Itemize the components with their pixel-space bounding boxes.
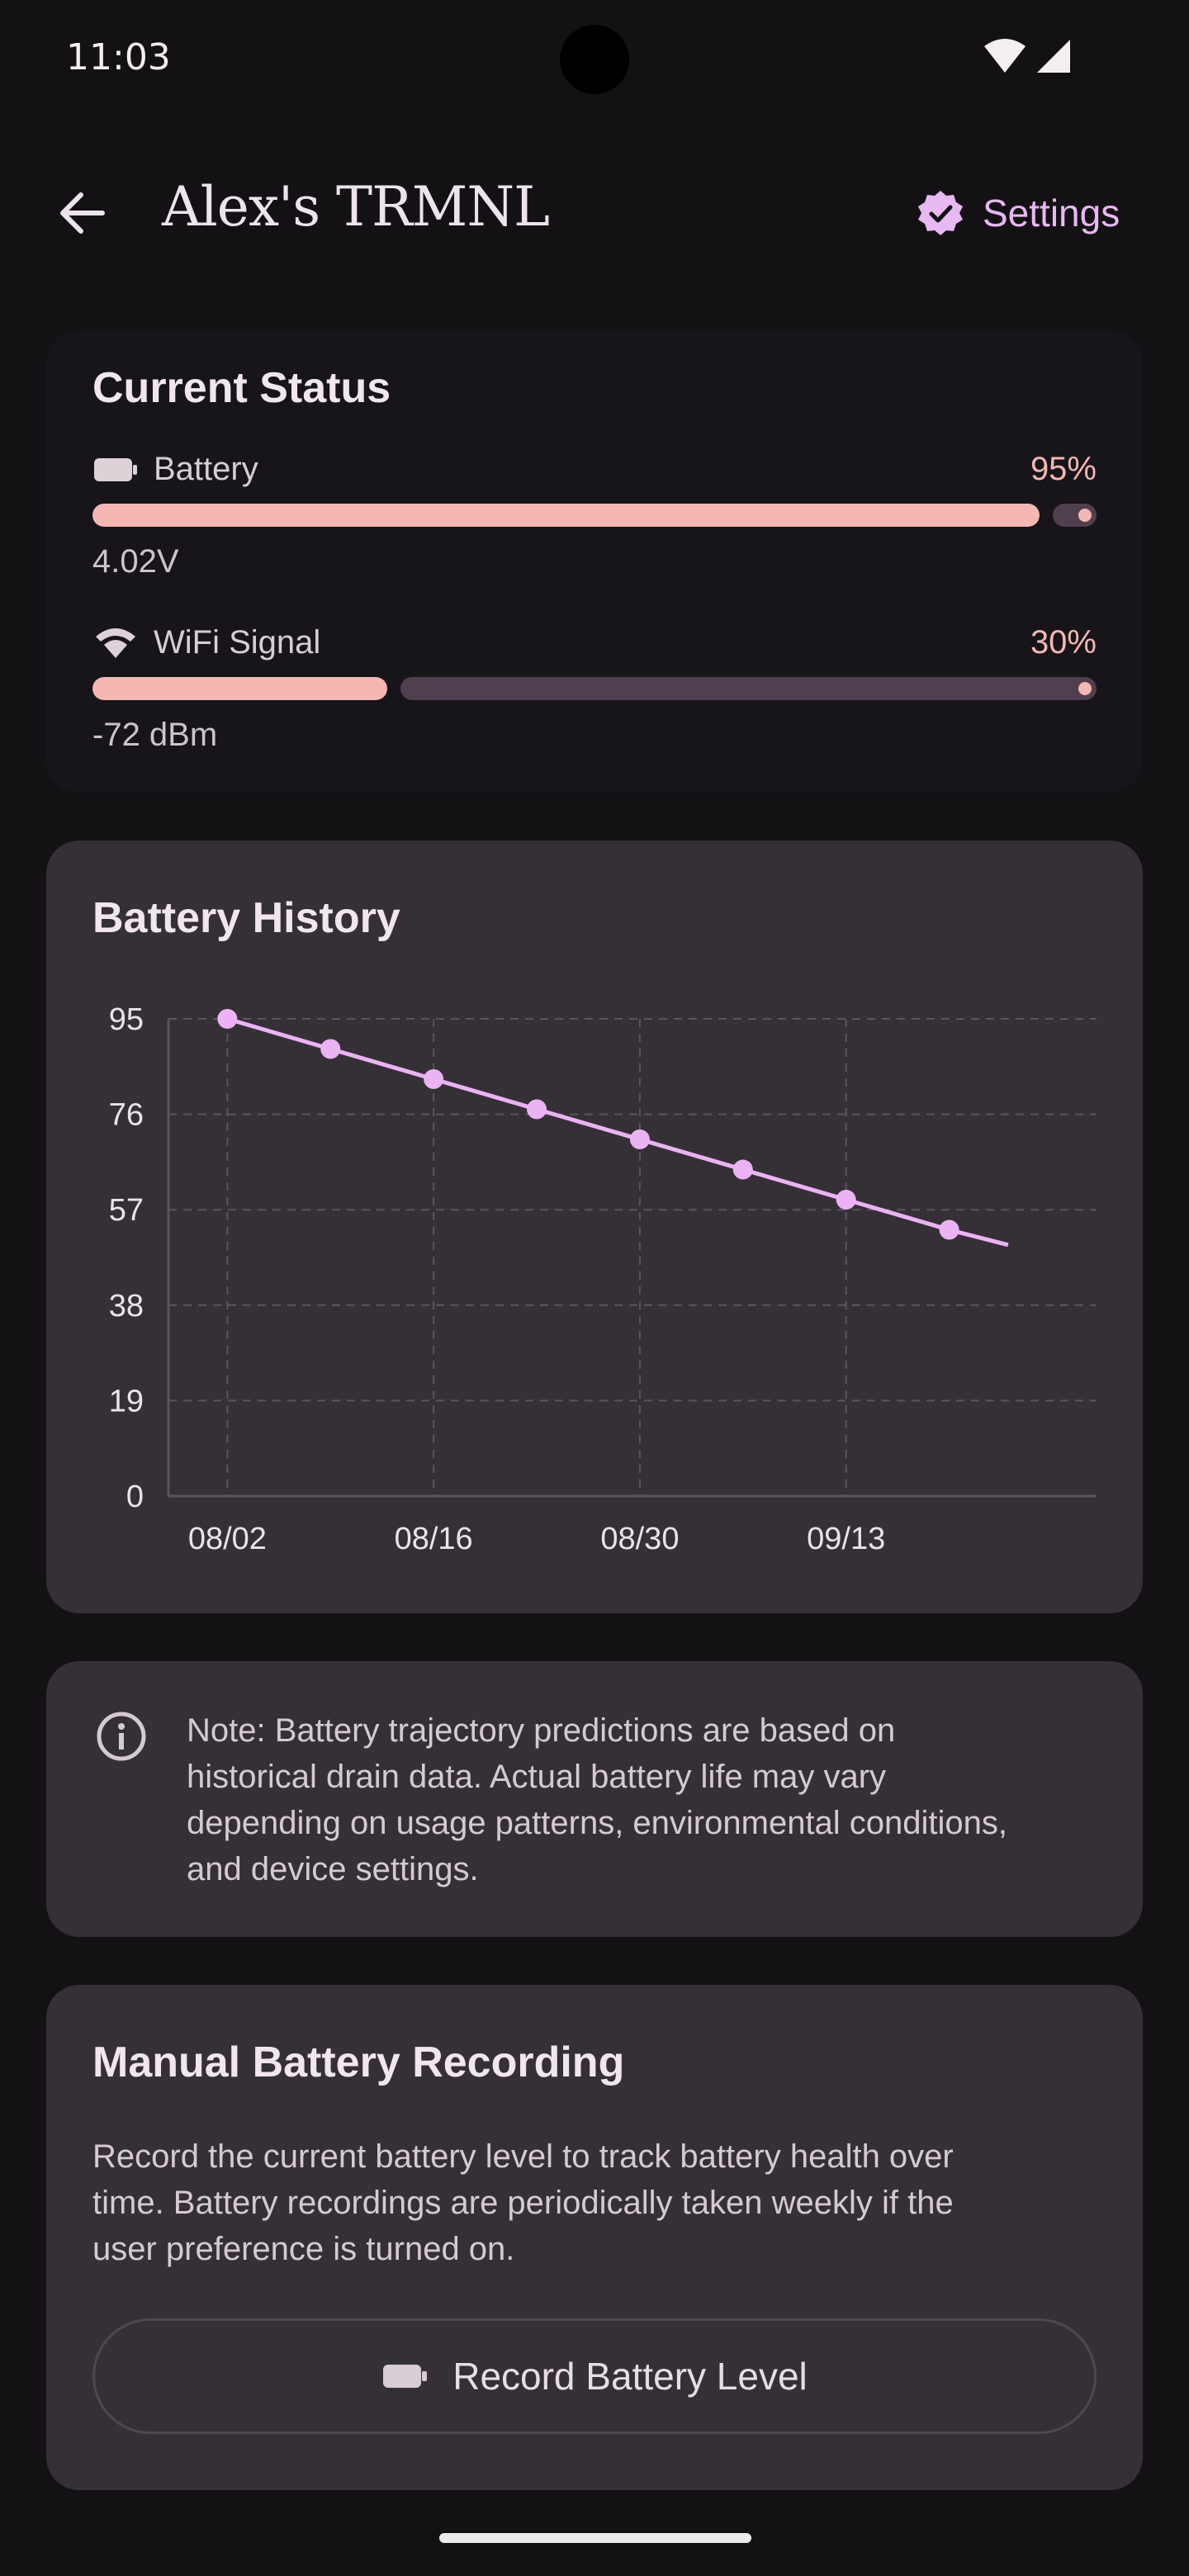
note-line: Note: Battery trajectory predictions are… (187, 1712, 896, 1749)
record-battery-level-button[interactable]: Record Battery Level (92, 2318, 1097, 2434)
arrow-back-icon (60, 192, 105, 234)
wifi-progress-stop (1078, 682, 1092, 695)
battery-icon (383, 2365, 428, 2388)
data-point (320, 1039, 341, 1059)
cellular-signal-icon (1037, 40, 1070, 73)
y-tick-label: 95 (109, 1002, 144, 1037)
battery-row-label: Battery (92, 451, 258, 488)
settings-verified-icon (918, 191, 963, 235)
status-icons (974, 36, 1090, 78)
x-tick-label: 08/02 (188, 1522, 267, 1556)
y-tick-label: 57 (109, 1193, 144, 1228)
status-time: 11:03 (66, 36, 171, 78)
x-tick-label: 08/16 (395, 1522, 473, 1556)
battery-icon (94, 457, 137, 481)
current-status-card (46, 330, 1143, 793)
battery-history-title: Battery History (92, 894, 400, 942)
description-line: user preference is turned on. (92, 2231, 515, 2267)
data-point (732, 1159, 753, 1180)
data-point (836, 1190, 856, 1210)
y-tick-label: 38 (109, 1289, 144, 1324)
battery-history-chart: 0 19 38 57 76 95 08/02 08/16 08/30 09/13 (109, 1002, 1097, 1556)
data-point (527, 1099, 547, 1120)
wifi-signal-dbm: -72 dBm (92, 717, 218, 753)
y-tick-label: 0 (126, 1480, 144, 1514)
manual-recording-description: Record the current battery level to trac… (92, 2133, 1125, 2272)
data-point (424, 1069, 444, 1090)
wifi-label: WiFi Signal (154, 624, 321, 661)
battery-history-card (46, 841, 1143, 1613)
battery-label: Battery (154, 451, 258, 487)
wifi-icon (96, 627, 135, 658)
data-point (629, 1129, 650, 1150)
x-tick-label: 09/13 (807, 1522, 885, 1556)
settings-button[interactable]: Settings (917, 183, 1120, 243)
wifi-progress-track (400, 677, 1097, 700)
note-line: depending on usage patterns, environment… (187, 1805, 1008, 1841)
manual-recording-card (46, 1985, 1143, 2490)
wifi-percent: 30% (1030, 624, 1097, 661)
record-battery-level-label: Record Battery Level (452, 2355, 808, 2398)
note-text: Note: Battery trajectory predictions are… (187, 1707, 1120, 1892)
y-tick-label: 19 (109, 1384, 144, 1418)
battery-progress-fill (92, 504, 1040, 527)
home-indicator[interactable] (439, 2533, 751, 2543)
battery-voltage: 4.02V (92, 543, 179, 580)
battery-progress-bar (92, 504, 1097, 527)
note-line: and device settings. (187, 1851, 479, 1887)
battery-progress-stop (1078, 509, 1092, 522)
back-button[interactable] (48, 180, 114, 246)
data-point (939, 1219, 959, 1240)
y-tick-label: 76 (109, 1098, 144, 1133)
battery-series-line (226, 1016, 1009, 1248)
wifi-row-label: WiFi Signal (92, 624, 320, 661)
page-title: Alex's TRMNL (162, 175, 550, 239)
wifi-progress-bar (92, 677, 1097, 700)
current-status-title: Current Status (92, 364, 391, 412)
note-card (46, 1661, 1143, 1937)
camera-cutout (560, 25, 629, 94)
wifi-progress-fill (92, 677, 387, 700)
description-line: time. Battery recordings are periodicall… (92, 2185, 954, 2221)
description-line: Record the current battery level to trac… (92, 2138, 954, 2175)
battery-percent: 95% (1030, 451, 1097, 487)
settings-label: Settings (983, 192, 1120, 234)
data-point (217, 1009, 238, 1029)
note-line: historical drain data. Actual battery li… (187, 1759, 887, 1795)
info-icon (97, 1712, 146, 1761)
manual-recording-title: Manual Battery Recording (92, 2039, 625, 2086)
wifi-status-icon (984, 39, 1026, 73)
x-tick-label: 08/30 (600, 1522, 679, 1556)
